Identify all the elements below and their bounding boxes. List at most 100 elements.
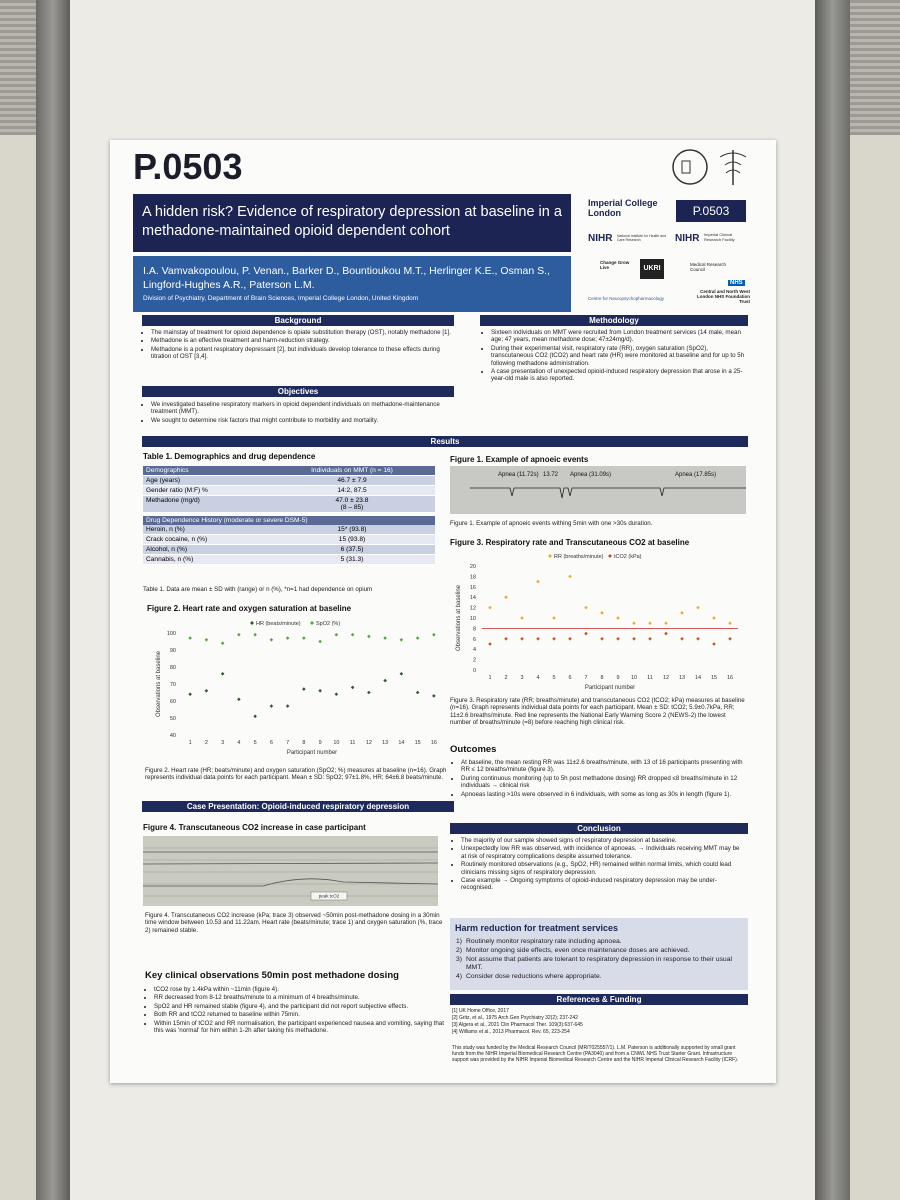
data-point (350, 632, 355, 637)
logo-nihr-sub: National Institute for Health and Care R… (617, 234, 667, 242)
legend-marker (548, 554, 552, 558)
frame-left (36, 0, 70, 1200)
icon-bottle (681, 160, 691, 174)
list-item: Consider dose reductions where appropria… (456, 973, 602, 981)
y-tick-label: 20 (470, 564, 476, 570)
data-point (220, 641, 225, 645)
list-item: Methadone is an effective treatment and … (151, 337, 454, 344)
list-item: The majority of our sample showed signs … (461, 837, 746, 844)
data-point (285, 704, 290, 708)
list-item: tCO2 rose by 1.4kPa within ~11min (figur… (154, 986, 450, 993)
data-point (712, 616, 716, 620)
table-title: Table 1. Demographics and drug dependenc… (143, 452, 316, 461)
x-tick-label: 2 (205, 740, 208, 746)
x-tick-label: 14 (398, 740, 404, 746)
list-item: A case presentation of unexpected opioid… (491, 368, 747, 383)
funding: This study was funded by the Medical Res… (452, 1045, 739, 1063)
x-tick-label: 16 (431, 740, 437, 746)
trace (470, 487, 746, 499)
results-heading: Results (142, 436, 748, 447)
list: The majority of our sample showed signs … (452, 837, 746, 892)
icon-head (672, 149, 708, 185)
x-tick-label: 11 (647, 675, 653, 681)
blinds-left (0, 0, 36, 135)
data-point (318, 639, 322, 644)
data-point (237, 632, 241, 637)
data-point (488, 642, 492, 646)
x-tick-label: 13 (382, 740, 388, 746)
cell: Alcohol, n (%) (146, 546, 188, 553)
data-point (432, 632, 436, 637)
data-point (584, 631, 588, 636)
chart: RR (breaths/minute) tCO2 (kPa)02468101214… (456, 554, 738, 691)
label-box (310, 891, 348, 901)
section-heading: References & Funding (450, 994, 748, 1005)
apnoea-label: 13.72 (543, 472, 559, 478)
data-point (600, 637, 604, 641)
cell: Methadone (mg/d) (146, 497, 200, 504)
figure-title: Figure 1. Example of apnoeic events (450, 455, 589, 464)
data-point (204, 638, 209, 642)
x-tick-label: 10 (333, 740, 339, 746)
y-tick-label: 16 (470, 585, 476, 591)
subheading: Outcomes (450, 744, 497, 755)
legend-label: HR (beats/minute) (256, 621, 301, 627)
list-item: [1] UK Home Office, 2017 (452, 1008, 509, 1014)
cell: Heroin, n (%) (146, 526, 185, 533)
apnoea-label: Apnea (11.72s) (498, 472, 539, 478)
data-point (318, 689, 322, 693)
logo-nhs-sub: Central and North West London NHS Founda… (697, 289, 750, 304)
data-point (648, 621, 652, 625)
y-tick-label: 18 (470, 574, 476, 580)
conclusion-list: The majority of our sample showed signs … (452, 837, 746, 893)
data-point (616, 637, 620, 641)
y-tick-label: 100 (167, 631, 176, 637)
cell: Gender ratio (M:F) % (146, 487, 208, 494)
logo-ukri: UKRI (640, 259, 664, 279)
authors: I.A. Vamvakopoulou, P. Venan., Barker D.… (143, 265, 550, 291)
table-row: Methadone (mg/d) 47.0 ± 23.8 (8 – 85) (143, 496, 435, 513)
y-tick-label: 40 (170, 733, 176, 739)
figure-caption: Figure 1. Example of apnoeic events with… (450, 520, 653, 527)
x-tick-label: 4 (237, 740, 240, 746)
y-tick-label: 8 (473, 626, 476, 632)
x-tick-label: 6 (270, 740, 273, 746)
data-point (552, 637, 556, 641)
data-point (285, 636, 290, 640)
y-tick-label: 2 (473, 658, 476, 664)
data-point (269, 704, 274, 708)
title-band (133, 194, 571, 252)
data-point (504, 595, 508, 599)
data-point (536, 579, 540, 584)
list-item: Routinely monitor respiratory rate inclu… (456, 938, 622, 946)
table-row: Age (years) 46.7 ± 7.9 (143, 476, 435, 486)
image-label: peak tcO2 (319, 894, 340, 899)
data-point (552, 616, 556, 620)
list-item: Within 15min of tCO2 and RR normalisatio… (154, 1020, 450, 1035)
blinds-right (850, 0, 900, 135)
cell: 47.0 ± 23.8 (8 – 85) (335, 497, 369, 511)
cell: 5 (31.3) (340, 556, 364, 563)
data-point (616, 616, 620, 620)
y-tick-label: 90 (170, 648, 176, 654)
section-heading: Conclusion (450, 823, 748, 834)
data-point (488, 605, 492, 610)
data-point (383, 678, 387, 683)
list-item: During continuous monitoring (up to 5h p… (461, 775, 746, 790)
legend-label: SpO2 (%) (316, 621, 340, 627)
monitor-grid (143, 847, 438, 897)
data-point (728, 621, 732, 625)
table-header: Demographics Individuals on MMT (n = 16) (143, 466, 435, 476)
x-tick-label: 2 (504, 675, 507, 681)
data-point (399, 638, 404, 642)
list: tCO2 rose by 1.4kPa within ~11min (figur… (145, 986, 450, 1034)
x-tick-label: 3 (221, 740, 224, 746)
data-point (204, 689, 209, 693)
x-axis-label: Participant number (287, 750, 337, 756)
data-point (568, 574, 572, 579)
figure-caption: Figure 3. Respiratory rate (RR; breaths/… (450, 697, 745, 727)
references-list: [1] UK Home Office, 2017 [2] Gritz, et al… (452, 1008, 746, 1036)
data-point (188, 636, 192, 640)
x-tick-label: 15 (415, 740, 421, 746)
